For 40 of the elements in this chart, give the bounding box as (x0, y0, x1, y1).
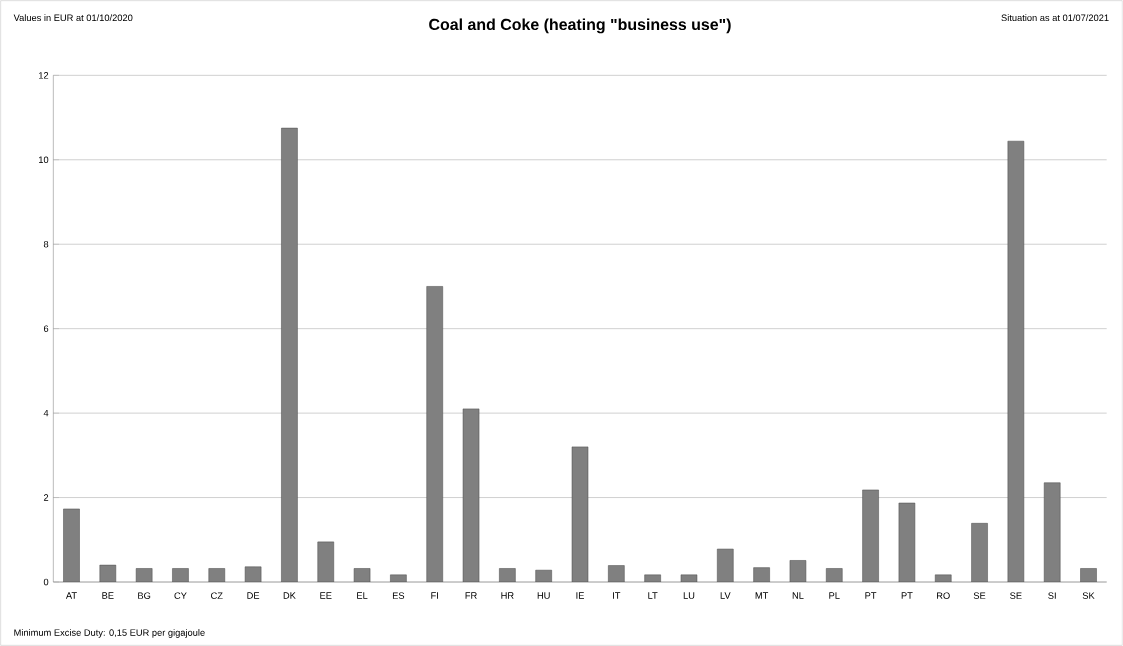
x-tick-label: PT (865, 592, 877, 599)
x-tick-label: PL (829, 592, 840, 599)
x-tick-label: CY (174, 592, 187, 599)
y-tick-label: 2 (43, 494, 49, 501)
x-tick-label: DE (247, 592, 260, 599)
x-tick-label: SK (1082, 592, 1095, 599)
y-tick-label: 8 (43, 240, 49, 248)
x-tick-label: MT (755, 592, 769, 599)
text: Situation as at 01/07/2021 (1001, 14, 1109, 22)
y-tick-label: 4 (43, 409, 49, 417)
x-tick-label: FI (431, 592, 438, 599)
x-tick-label: IT (613, 592, 621, 599)
x-tick-label: LT (648, 592, 658, 599)
x-tick-label: RO (937, 592, 950, 599)
x-tick-label: HU (537, 592, 550, 599)
x-tick-label: EE (320, 592, 332, 599)
x-tick-label: FR (465, 592, 477, 599)
x-tick-label: IE (576, 592, 584, 599)
text: Minimum Excise Duty: 0,15 EUR per gigajoule (14, 629, 205, 638)
x-tick-label: CZ (211, 592, 223, 599)
x-tick-label: EL (357, 592, 368, 599)
x-tick-label: AT (65, 592, 77, 599)
y-tick-label: 12 (39, 72, 49, 79)
x-tick-label: ES (392, 592, 405, 599)
x-tick-label: SE (973, 592, 986, 599)
x-tick-label: HR (501, 592, 514, 599)
text: Values in EUR at 01/10/2020 (13, 14, 133, 22)
y-tick-label: 0 (43, 578, 49, 586)
x-tick-label: DK (283, 592, 296, 599)
chart-title: Coal and Coke (heating "business use") (429, 18, 731, 34)
x-tick-label: SI (1048, 592, 1056, 599)
x-tick-label: NL (792, 592, 804, 599)
x-tick-label: PT (901, 592, 913, 599)
x-tick-label: BE (102, 592, 114, 599)
x-tick-label: LU (683, 592, 695, 599)
y-tick-label: 6 (43, 325, 49, 332)
x-tick-label: LV (720, 592, 731, 599)
x-tick-label: SE (1010, 592, 1022, 599)
y-tick-label: 10 (39, 156, 49, 164)
x-tick-label: BG (138, 592, 151, 599)
